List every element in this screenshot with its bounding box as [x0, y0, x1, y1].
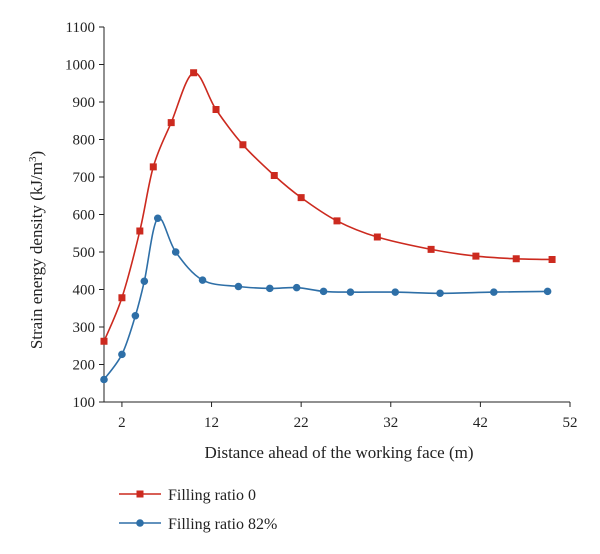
data-point-square [212, 106, 220, 113]
series-line [103, 217, 548, 380]
data-point-circle [265, 284, 274, 293]
data-point-circle [118, 350, 126, 359]
legend-marker-circle [136, 519, 144, 527]
data-point-square [167, 119, 175, 127]
data-point-square [190, 69, 198, 77]
data-point-circle [346, 288, 355, 296]
x-tick-label: 32 [383, 415, 398, 431]
data-point-circle [543, 287, 552, 296]
y-tick-label: 900 [73, 95, 96, 111]
legend-label: Filling ratio 82% [168, 516, 277, 533]
data-point-square [472, 252, 480, 260]
data-point-square [270, 172, 278, 179]
x-tick-label: 12 [204, 415, 219, 431]
legend-item-1: Filling ratio 0 [119, 487, 256, 504]
data-point-circle [292, 283, 301, 292]
x-tick-label: 2 [118, 415, 126, 431]
series-1 [100, 69, 556, 345]
y-tick-label: 400 [73, 283, 96, 299]
x-tick-label: 52 [563, 415, 578, 431]
data-point-square [136, 227, 144, 235]
y-tick-label: 800 [73, 133, 96, 149]
series-line [103, 72, 553, 342]
data-point-square [548, 256, 556, 263]
data-point-circle [131, 311, 140, 320]
data-point-circle [140, 277, 149, 286]
data-point-square [297, 194, 305, 202]
series-2 [100, 214, 552, 384]
legend: Filling ratio 0 Filling ratio 82% [119, 487, 277, 533]
data-point-square [333, 217, 341, 225]
data-point-circle [171, 248, 180, 256]
y-tick-label: 300 [73, 320, 96, 336]
y-tick-label: 500 [73, 245, 96, 261]
y-tick-label: 200 [73, 358, 96, 374]
x-tick-label: 42 [473, 415, 488, 431]
axes: 100 200 300 400 500 600 700 800 900 1000 1100 2 12 22… [65, 20, 578, 431]
x-axis-title: Distance ahead of the working face (m) [204, 443, 473, 462]
data-point-circle [234, 282, 243, 291]
data-point-circle [391, 288, 400, 296]
data-point-square [427, 245, 435, 253]
data-point-circle [198, 276, 207, 284]
data-point-circle [490, 288, 498, 296]
data-point-square [100, 337, 108, 345]
y-axis-title: Strain energy density (kJ/m3) [27, 151, 46, 349]
data-point-circle [319, 287, 328, 296]
series-layer [100, 69, 556, 384]
x-tick-label: 22 [294, 415, 309, 431]
data-point-square [239, 141, 247, 149]
data-point-square [118, 294, 126, 302]
y-tick-label: 1100 [66, 20, 95, 36]
data-point-circle [100, 375, 108, 384]
data-point-square [373, 233, 381, 241]
y-tick-label: 700 [73, 170, 96, 186]
data-point-square [512, 255, 520, 263]
legend-label: Filling ratio 0 [168, 487, 256, 504]
data-point-square [149, 163, 157, 171]
data-point-circle [153, 214, 162, 223]
y-tick-label: 1000 [65, 58, 95, 74]
y-tick-label: 600 [73, 208, 96, 224]
y-tick-label: 100 [73, 395, 96, 411]
legend-marker-square [136, 490, 144, 498]
legend-item-2: Filling ratio 82% [119, 516, 277, 533]
data-point-circle [436, 289, 444, 298]
